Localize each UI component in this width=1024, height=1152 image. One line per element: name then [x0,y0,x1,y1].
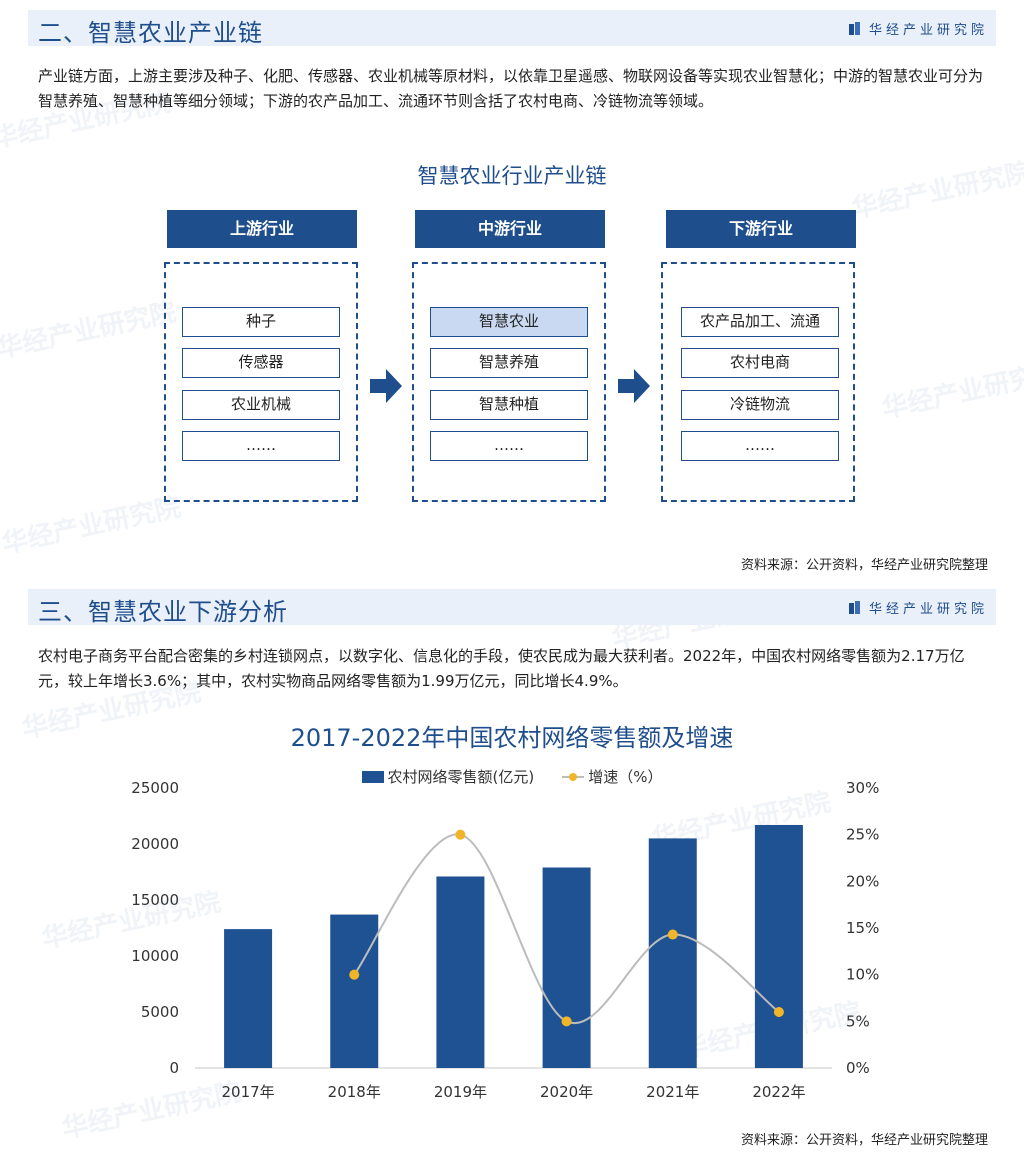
y-right-tick-label: 15% [846,919,879,937]
legend-label: 农村网络零售额(亿元) [387,768,535,786]
brand-label: 华经产业研究院 [848,598,988,617]
watermark: 华经产业研究院 [879,357,1024,425]
chart-title: 2017-2022年中国农村网络零售额及增速 [290,724,734,752]
source-note: 资料来源：公开资料，华经产业研究院整理 [740,1133,988,1148]
watermark: 华经产业研究院 [649,787,834,855]
diagram-title: 智慧农业行业产业链 [417,164,607,188]
midstream-item: 智慧种植 [430,390,588,420]
y-left-tick-label: 5000 [141,1003,179,1021]
x-tick-label: 2020年 [540,1083,593,1101]
bar [436,876,485,1068]
watermark: 华经产业研究院 [39,887,224,955]
legend-bar-swatch [361,771,384,783]
watermark: 华经产业研究院 [0,297,179,365]
y-right-tick-label: 10% [846,966,879,984]
watermark: 华经产业研究院 [59,1077,244,1145]
upstream-header: 上游行业 [167,210,357,248]
y-right-tick-label: 0% [846,1059,870,1077]
brand-text: 华经产业研究院 [868,602,988,617]
x-tick-label: 2018年 [328,1083,381,1101]
downstream-header: 下游行业 [666,210,856,248]
y-right-tick-label: 25% [846,826,879,844]
section-paragraph: 产业链方面，上游主要涉及种子、化肥、传感器、农业机械等原材料，以依靠卫星遥感、物… [38,67,984,110]
legend-label: 增速（%） [588,768,663,786]
downstream-item: 冷链物流 [681,390,839,420]
bar [754,824,803,1068]
bar [542,867,591,1068]
section-title: 二、智慧农业产业链 [38,19,263,47]
midstream-header: 中游行业 [415,210,605,248]
brand-label: 华经产业研究院 [848,19,988,38]
section-paragraph: 农村电子商务平台配合密集的乡村连锁网点，以数字化、信息化的手段，使农民成为最大获… [38,647,965,690]
downstream-box [661,262,855,502]
y-left-tick-label: 15000 [131,891,179,909]
upstream-item: …… [182,431,340,461]
section-header: 三、智慧农业下游分析 华经产业研究院 [28,589,996,626]
watermark: 华经产业研究院 [679,997,864,1065]
y-left-tick-label: 20000 [131,835,179,853]
y-right-tick-label: 5% [846,1012,870,1030]
growth-point [667,929,678,940]
y-right-tick-label: 20% [846,872,879,890]
x-tick-label: 2021年 [646,1083,699,1101]
section-title: 三、智慧农业下游分析 [38,598,288,626]
arrow-right-icon [618,369,650,403]
growth-point [349,969,360,980]
source-note: 资料来源：公开资料，华经产业研究院整理 [740,558,988,573]
midstream-item: 智慧养殖 [430,348,588,378]
y-left-tick-label: 0 [169,1059,179,1077]
midstream-item: …… [430,431,588,461]
bar [648,838,697,1068]
upstream-item: 农业机械 [182,390,340,420]
midstream-item: 智慧农业 [430,307,588,337]
upstream-item: 种子 [182,307,340,337]
x-tick-label: 2019年 [434,1083,487,1101]
x-tick-label: 2017年 [221,1083,274,1101]
brand-logo-icon [848,601,860,614]
upstream-box [164,262,358,502]
bar [224,929,273,1068]
brand-logo-icon [848,22,860,35]
section-header: 二、智慧农业产业链 华经产业研究院 [28,10,996,47]
growth-point [773,1007,784,1017]
y-left-tick-label: 10000 [131,947,179,965]
growth-line [353,833,780,1025]
chart-legend: 农村网络零售额(亿元) 增速（%） [0,766,1024,787]
growth-point [561,1016,572,1027]
downstream-item: …… [681,431,839,461]
downstream-item: 农产品加工、流通 [681,307,839,337]
downstream-item: 农村电商 [681,348,839,378]
arrow-right-icon [370,369,402,403]
legend-line-swatch [562,771,585,783]
growth-point [455,829,466,840]
bar [330,914,379,1068]
brand-text: 华经产业研究院 [868,23,988,38]
x-tick-label: 2022年 [752,1083,805,1101]
watermark: 华经产业研究院 [0,492,184,560]
upstream-item: 传感器 [182,348,340,378]
midstream-box [412,262,606,502]
